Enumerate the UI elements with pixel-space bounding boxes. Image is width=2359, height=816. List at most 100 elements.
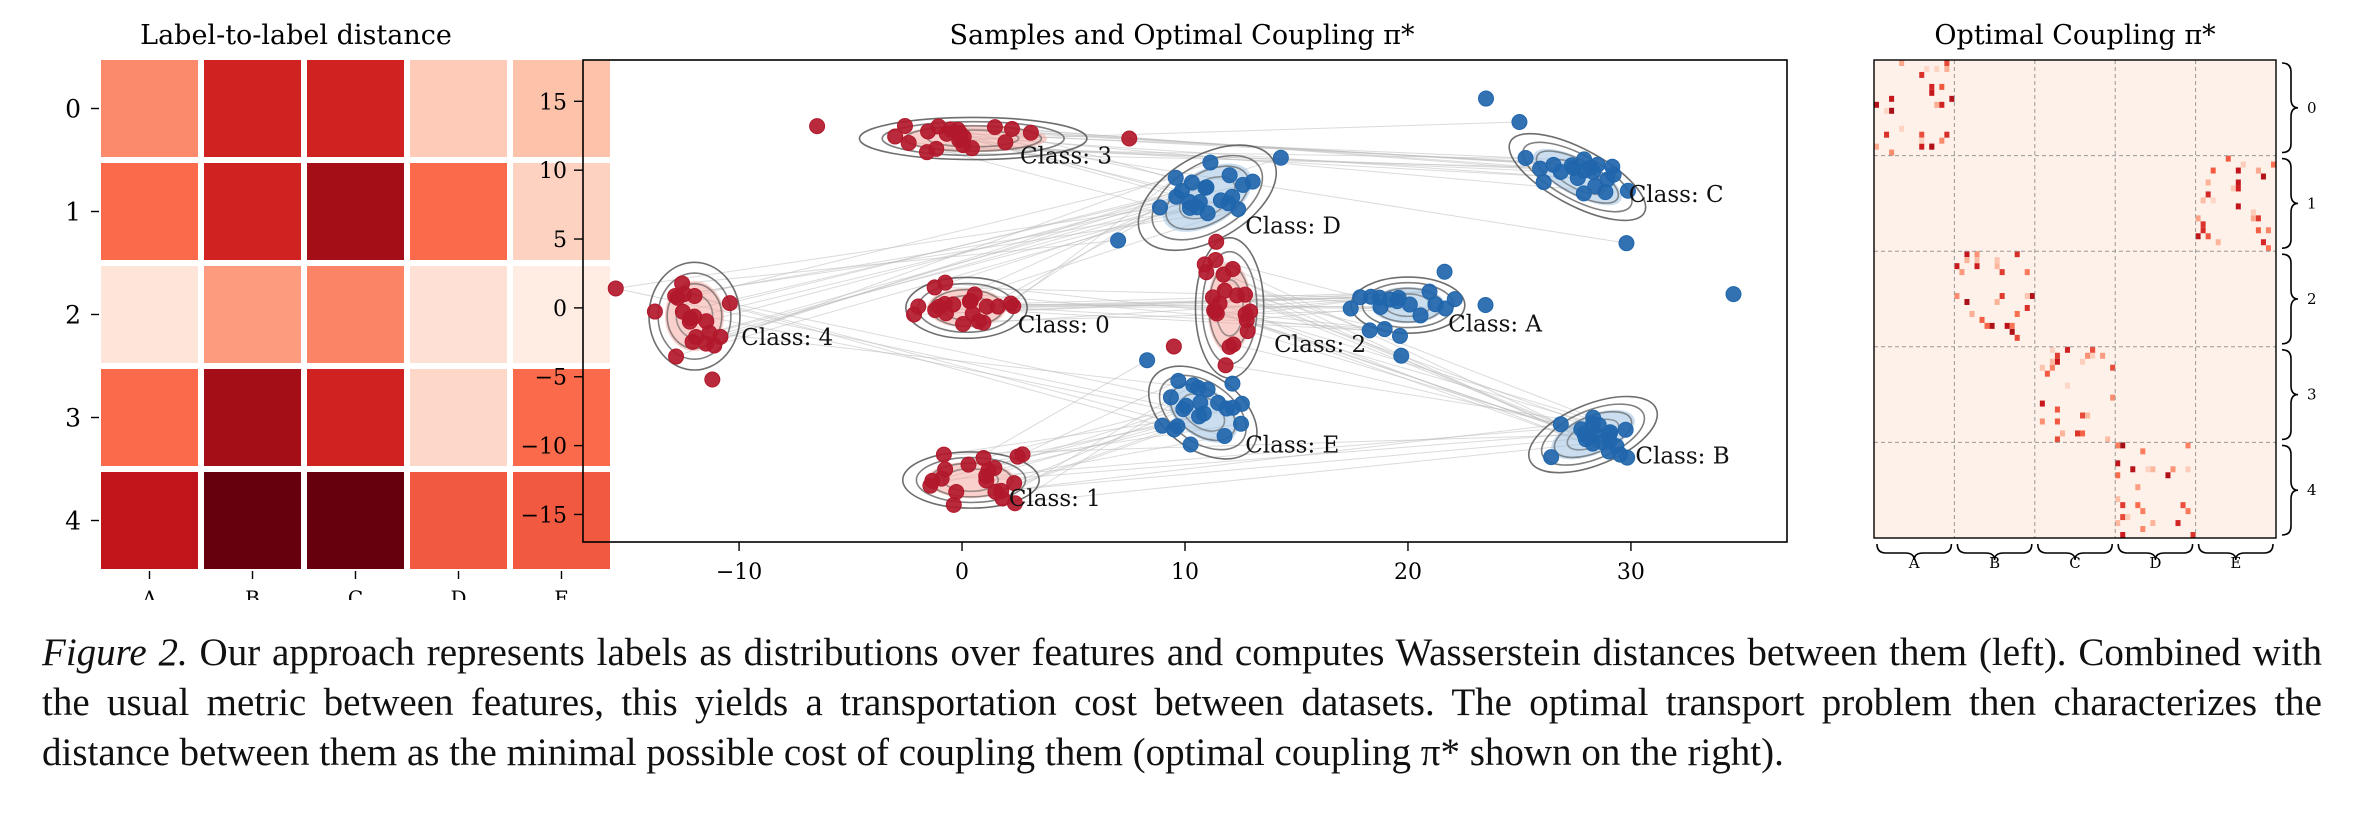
coupling-cell [2120, 442, 2126, 449]
coupling-cell [1929, 89, 1935, 96]
coupling-cell [2135, 502, 2141, 509]
heatmap-col-label: A [141, 586, 157, 600]
heatmap-cell [204, 369, 301, 466]
coupling-cell [1994, 257, 2000, 264]
sample-point [1121, 130, 1138, 147]
coupling-cell [2024, 269, 2030, 276]
sample-point [1532, 160, 1549, 177]
coupling-cell [2145, 466, 2151, 473]
sample-point [1584, 435, 1601, 452]
coupling-line [986, 429, 1626, 482]
coupling-line [706, 196, 1177, 322]
coupling-cell [2255, 215, 2261, 222]
coupling-cell [2080, 358, 2086, 365]
coupling-cell [1964, 257, 1970, 264]
sample-point [1202, 154, 1219, 171]
coupling-title: Optimal Coupling π* [1934, 20, 2216, 51]
coupling-cell [2085, 352, 2091, 359]
coupling-cell [2029, 293, 2035, 299]
coupling-cell [2115, 460, 2121, 467]
coupling-cell [2150, 520, 2156, 527]
sample-point [938, 305, 955, 322]
coupling-cell [2235, 179, 2241, 186]
coupling-cell [2250, 215, 2256, 222]
heatmap-cell [101, 266, 198, 363]
y-tick-label: 5 [553, 228, 567, 253]
heatmap-cell [101, 369, 198, 466]
coupling-cell [1929, 143, 1935, 150]
coupling-cell [1939, 101, 1945, 108]
coupling-cell [2009, 322, 2015, 329]
heatmap-cell [513, 60, 610, 157]
x-tick-label: 0 [955, 560, 969, 585]
sample-point [1421, 283, 1438, 300]
coupling-cell [1944, 65, 1950, 72]
sample-point [906, 306, 923, 323]
sample-point [1436, 263, 1453, 280]
sample-point [646, 303, 663, 320]
coupling-cell [2125, 514, 2131, 521]
coupling-matrix: Optimal Coupling π* 0 1 2 3 4 A B C D E [1873, 20, 2317, 572]
coupling-cell [2195, 215, 2201, 222]
coupling-cell [2165, 472, 2171, 479]
coupling-cell [2140, 526, 2146, 533]
coupling-cell [1949, 95, 1955, 102]
sample-point [1198, 179, 1215, 196]
coupling-cell [2054, 406, 2060, 413]
coupling-cell [2205, 179, 2211, 186]
sample-point [896, 117, 913, 134]
sample-point [1173, 182, 1190, 199]
sample-point [1233, 415, 1250, 432]
sample-point [1604, 158, 1621, 175]
coupling-cell [1939, 83, 1945, 90]
coupling-line [936, 148, 1161, 208]
sample-point [721, 295, 738, 312]
coupling-line [1215, 310, 1628, 459]
sample-point [1192, 394, 1209, 411]
sample-point [686, 288, 703, 305]
coupling-cell [2140, 508, 2146, 515]
sample-point [1543, 449, 1560, 466]
col-group-label: E [2230, 554, 2241, 572]
coupling-line [1236, 294, 1611, 433]
sample-point [809, 118, 826, 135]
coupling-line [684, 208, 1239, 295]
sample-point [1221, 167, 1238, 184]
heatmap-row-label: 1 [65, 198, 81, 227]
sample-point [955, 315, 972, 332]
class-label: Class: 1 [1009, 486, 1101, 512]
coupling-cell [2110, 364, 2116, 371]
coupling-line [1225, 364, 1593, 425]
sample-point [1393, 347, 1410, 364]
row-group-label: 3 [2307, 386, 2317, 404]
coupling-cell [1899, 125, 1905, 132]
coupling-line [694, 177, 1176, 297]
class-label: Class: C [1629, 182, 1724, 208]
coupling-line [1233, 344, 1595, 434]
sample-point [975, 314, 992, 331]
heatmap-cell [204, 266, 301, 363]
col-group-brace [2197, 543, 2274, 561]
coupling-cell [2135, 484, 2141, 491]
coupling-cell [1889, 149, 1895, 156]
heatmap-cell [410, 472, 507, 569]
sample-point [1004, 120, 1021, 137]
heatmap-cell [513, 472, 610, 569]
coupling-cell [2009, 328, 2015, 335]
coupling-cell [2180, 502, 2186, 509]
coupling-cell [1964, 251, 1970, 258]
sample-point [1224, 260, 1241, 277]
coupling-cell [1919, 131, 1925, 138]
coupling-cell [1929, 83, 1935, 90]
heatmap-cell [410, 369, 507, 466]
col-group-brace [2037, 543, 2113, 561]
row-group-brace [2281, 444, 2299, 536]
coupling-cell [2195, 233, 2201, 240]
coupling-cell [2185, 442, 2191, 449]
label-distance-heatmap: Label-to-label distance 0 1 2 3 4 A B C D E [65, 20, 610, 610]
heatmap-cell [410, 163, 507, 260]
sample-point [990, 298, 1007, 315]
sample-point [918, 144, 935, 161]
figure-caption: Figure 2. Our approach represents labels… [42, 628, 2322, 778]
heatmap-cell [101, 163, 198, 260]
